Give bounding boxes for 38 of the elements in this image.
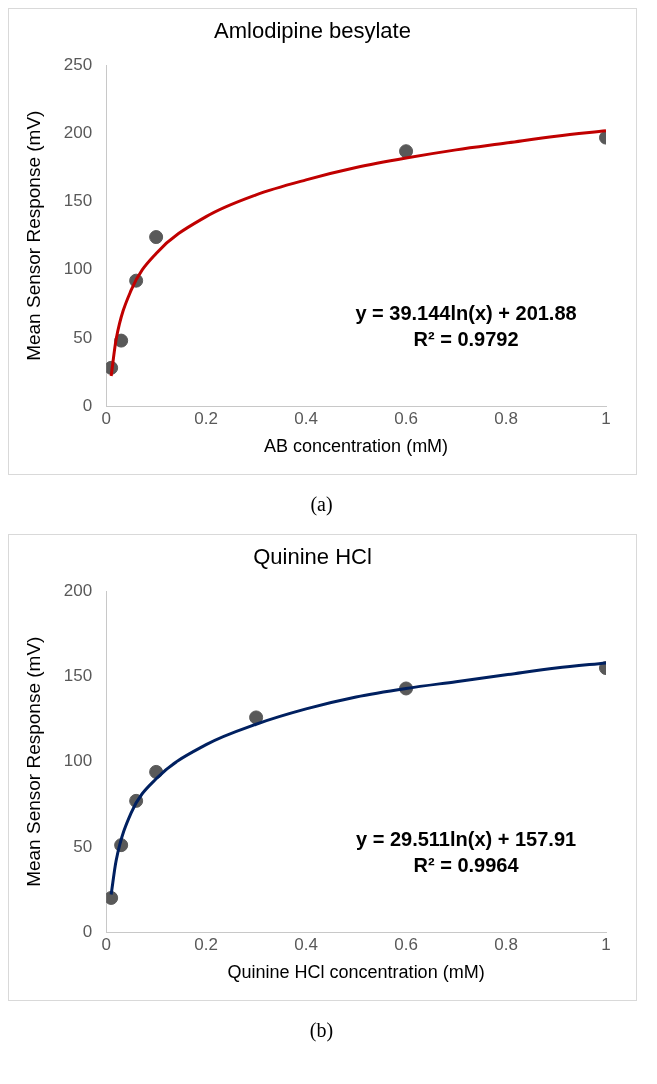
x-tick-label: 0.4	[294, 408, 318, 428]
y-tick-label: 100	[63, 751, 93, 771]
annotation: y = 29.511ln(x) + 157.91	[355, 827, 577, 850]
y-tick-label: 50	[73, 836, 93, 856]
y-tick-label: 200	[63, 581, 93, 601]
y-tick-label: 100	[63, 259, 93, 279]
y-axis-title: Mean Sensor Response (mV)	[22, 110, 44, 361]
y-tick-label: 0	[82, 395, 93, 415]
y-tick-label: 0	[82, 921, 93, 941]
x-tick-label: 0.8	[494, 934, 518, 954]
y-tick-label: 200	[63, 123, 93, 143]
x-tick-label: 0.2	[194, 408, 218, 428]
x-tick-label: 0.4	[294, 934, 318, 954]
point	[249, 710, 264, 725]
text: (a)	[309, 493, 334, 516]
y-axis-title: Mean Sensor Response (mV)	[22, 636, 44, 887]
y-tick-label: 50	[73, 327, 93, 347]
x-tick-label: 0.2	[194, 934, 218, 954]
y-tick-label: 150	[63, 666, 93, 686]
x-tick-label: 0	[101, 934, 111, 954]
chart-title: Quinine HCl	[253, 544, 372, 570]
x-axis-title: Quinine HCl concentration (mM)	[227, 962, 485, 983]
x-tick-label: 1	[601, 408, 611, 428]
x-tick-label: 1	[601, 934, 611, 954]
annotation: y = 39.144ln(x) + 201.88	[355, 301, 577, 324]
x-tick-label: 0.6	[394, 934, 418, 954]
x-tick-label: 0	[101, 408, 111, 428]
text: (b)	[308, 1019, 335, 1042]
x-tick-label: 0.6	[394, 408, 418, 428]
y-tick-label: 150	[63, 191, 93, 211]
y-tick-label: 250	[63, 55, 93, 75]
point	[149, 230, 164, 245]
annotation: R² = 0.9792	[413, 327, 519, 350]
x-axis-title: AB concentration (mM)	[264, 436, 449, 457]
x-tick-label: 0.8	[494, 408, 518, 428]
annotation: R² = 0.9964	[413, 853, 520, 876]
chart-title: Amlodipine besylate	[214, 18, 411, 44]
point	[106, 890, 119, 905]
